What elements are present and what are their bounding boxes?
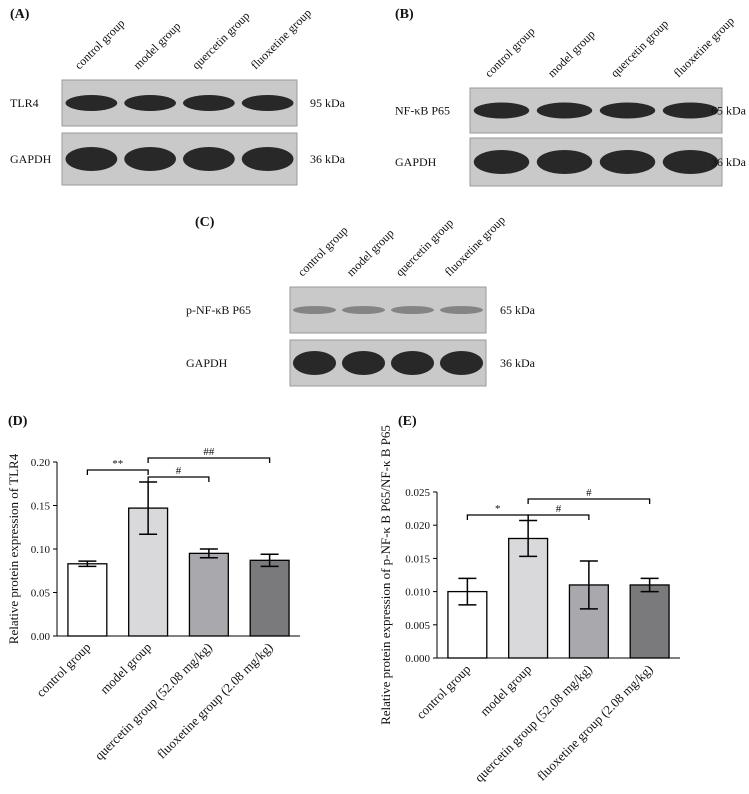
significance-bracket [86, 469, 149, 475]
significance-label: ** [112, 458, 123, 470]
lane-label: fluoxetine group [671, 14, 737, 80]
blot-band [662, 102, 719, 119]
lane-label: quercetin group [608, 17, 671, 80]
blot-band [292, 351, 337, 375]
significance-label: # [586, 487, 592, 499]
x-tick-label: model group [477, 662, 534, 719]
significance-bracket [466, 514, 529, 520]
x-tick-label: control group [413, 662, 473, 722]
bar [249, 559, 290, 637]
y-tick-label: 0.20 [31, 457, 51, 469]
significance-label: ## [203, 446, 215, 458]
protein-label: NF-κB P65 [395, 104, 450, 118]
significance-bracket [147, 476, 210, 482]
significance-label: # [556, 503, 562, 515]
panel-label: (D) [8, 414, 28, 429]
y-tick-label: 0.000 [405, 653, 430, 665]
y-tick-label: 0.005 [405, 620, 430, 632]
error-bar [199, 548, 218, 559]
protein-label: GAPDH [10, 152, 52, 166]
error-bar [640, 577, 659, 593]
blot-band [241, 95, 294, 111]
blot-band [183, 95, 235, 111]
blot-band [390, 306, 435, 314]
blot-band [599, 102, 656, 119]
y-tick-label: 0.010 [405, 587, 430, 599]
blot-band [124, 95, 176, 111]
significance-label: # [176, 465, 182, 477]
error-bar [519, 519, 538, 558]
y-tick-label: 0.020 [405, 520, 430, 532]
x-tick-label: control group [33, 640, 93, 700]
panel-label: (E) [398, 414, 417, 429]
blot-band [473, 150, 530, 174]
error-bar [260, 553, 279, 568]
error-bar [139, 481, 158, 535]
blot-band [536, 150, 593, 174]
blot-band [341, 351, 386, 375]
blot-band [183, 147, 235, 171]
lane-label: quercetin group [189, 9, 252, 72]
y-axis-label: Relative protein expression of p-NF-κ B … [378, 425, 393, 725]
blot-band [439, 306, 484, 314]
error-bar [458, 577, 477, 606]
error-bar [78, 560, 97, 568]
size-label: 65 kDa [711, 104, 747, 118]
lane-label: control group [72, 16, 128, 72]
y-tick-label: 0.05 [31, 588, 51, 600]
size-label: 95 kDa [310, 96, 346, 110]
blot-band [65, 147, 118, 171]
blot-band [65, 95, 118, 111]
error-bar [579, 560, 598, 610]
protein-label: TLR4 [10, 96, 39, 110]
significance-bracket [527, 514, 590, 520]
size-label: 36 kDa [500, 356, 536, 370]
protein-label: p-NF-κB P65 [186, 303, 251, 317]
panel-label: (A) [10, 7, 30, 22]
protein-label: GAPDH [395, 155, 437, 169]
bar [67, 563, 108, 637]
panel-label: (B) [395, 7, 414, 22]
y-tick-label: 0.025 [405, 487, 430, 499]
blot-band [292, 306, 337, 314]
size-label: 36 kDa [310, 152, 346, 166]
blot-band [124, 147, 176, 171]
y-tick-label: 0.00 [31, 631, 51, 643]
lane-label: model group [130, 19, 183, 72]
significance-label: * [495, 503, 501, 515]
blot-band [241, 147, 294, 171]
y-tick-label: 0.015 [405, 553, 430, 565]
lane-label: fluoxetine group [248, 6, 314, 72]
size-label: 65 kDa [500, 303, 536, 317]
blot-band [341, 306, 386, 314]
blot-band [536, 102, 593, 119]
blot-band [390, 351, 435, 375]
significance-bracket [527, 498, 651, 504]
x-tick-label: model group [97, 640, 154, 697]
x-tick-label: quercetin group (52.08 mg/kg) [472, 662, 595, 785]
x-tick-label: fluoxetine group (2.08 mg/kg) [154, 640, 276, 762]
blot-band [439, 351, 484, 375]
blot-band [662, 150, 719, 174]
significance-bracket [147, 457, 271, 463]
blot-band [599, 150, 656, 174]
x-tick-label: fluoxetine group (2.08 mg/kg) [534, 662, 656, 784]
panel-label: (C) [195, 215, 215, 230]
blot-band [473, 102, 530, 119]
bar [629, 584, 670, 659]
bar [188, 552, 229, 637]
y-tick-label: 0.15 [31, 501, 51, 513]
protein-label: GAPDH [186, 356, 228, 370]
lane-label: control group [295, 223, 351, 279]
y-tick-label: 0.10 [31, 544, 51, 556]
lane-label: model group [344, 226, 397, 279]
size-label: 36 kDa [711, 155, 747, 169]
y-axis-label: Relative protein expression of TLR4 [6, 453, 21, 644]
lane-label: model group [545, 27, 598, 80]
x-tick-label: quercetin group (52.08 mg/kg) [92, 640, 215, 763]
lane-label: control group [482, 24, 538, 80]
